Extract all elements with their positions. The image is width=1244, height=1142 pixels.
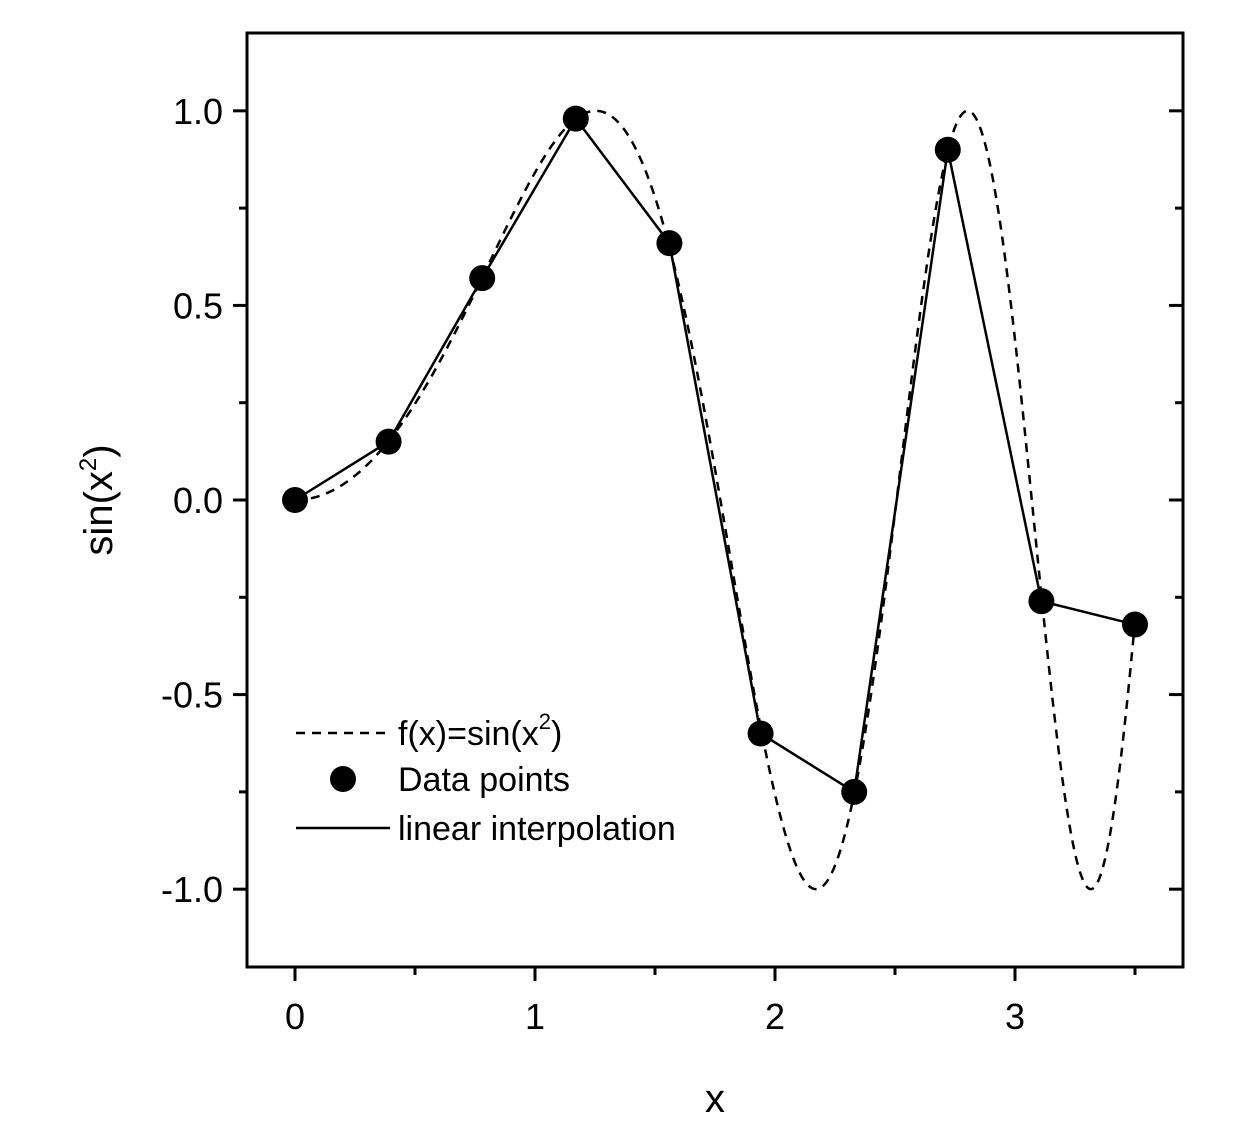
- legend-marker-swatch: [330, 766, 356, 792]
- data-point: [934, 136, 961, 163]
- y-axis-title: sin(x2): [75, 444, 121, 555]
- legend-function-base: f(x)=sin(x: [398, 715, 539, 753]
- y-axis-title-close: ): [77, 444, 121, 457]
- legend-function-close: ): [551, 715, 562, 753]
- y-tick-label: -1.0: [161, 869, 223, 910]
- legend: f(x)=sin(x2) Data points linear interpol…: [296, 709, 676, 848]
- x-tick-label: 3: [1005, 996, 1025, 1037]
- y-tick-label: 0.5: [173, 285, 223, 326]
- y-axis-title-base: sin(x: [77, 471, 121, 555]
- data-point: [841, 778, 868, 805]
- legend-line-label: linear interpolation: [398, 810, 676, 848]
- x-axis-title: x: [705, 1077, 725, 1121]
- y-tick-label: 0.0: [173, 480, 223, 521]
- data-point: [282, 487, 308, 513]
- legend-points-label: Data points: [398, 761, 570, 799]
- series-linear-interpolation: [294, 116, 1136, 794]
- data-point: [562, 105, 589, 132]
- x-tick-labels: 0 1 2 3: [285, 996, 1025, 1037]
- y-tick-label: -0.5: [161, 675, 223, 716]
- y-axis-title-superscript: 2: [75, 458, 102, 471]
- data-point: [469, 265, 496, 292]
- x-tick-label: 2: [765, 996, 785, 1037]
- x-tick-label: 1: [525, 996, 545, 1037]
- data-point: [747, 720, 774, 747]
- data-point: [1028, 588, 1055, 615]
- y-tick-labels: -1.0 -0.5 0.0 0.5 1.0: [161, 91, 223, 910]
- tick-marks: [233, 109, 1183, 981]
- legend-function-superscript: 2: [539, 709, 551, 734]
- data-point: [656, 230, 683, 257]
- series-function-curve: [294, 109, 1137, 891]
- legend-function-label: f(x)=sin(x2): [398, 709, 562, 753]
- data-point: [375, 428, 402, 455]
- series-data-points: [282, 105, 1148, 805]
- x-tick-label: 0: [285, 996, 305, 1037]
- data-point: [1122, 611, 1148, 638]
- y-tick-label: 1.0: [173, 91, 223, 132]
